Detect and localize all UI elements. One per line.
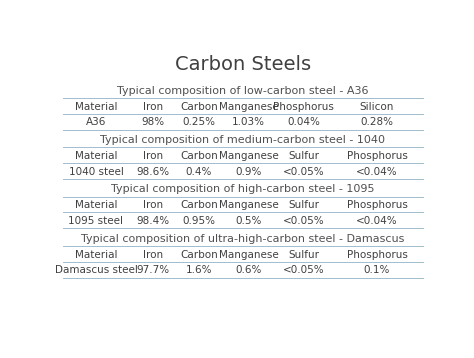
Text: 97.7%: 97.7% [137, 265, 170, 275]
Text: Phosphorus: Phosphorus [273, 102, 334, 112]
Text: 98%: 98% [141, 117, 164, 127]
Text: Carbon Steels: Carbon Steels [175, 55, 311, 74]
Text: Silicon: Silicon [360, 102, 394, 112]
Text: 0.5%: 0.5% [235, 216, 262, 226]
Text: 1095 steel: 1095 steel [68, 216, 124, 226]
Text: 1.03%: 1.03% [232, 117, 265, 127]
Text: 98.6%: 98.6% [137, 167, 170, 177]
Text: <0.05%: <0.05% [283, 167, 324, 177]
Text: 0.04%: 0.04% [287, 117, 320, 127]
Text: 0.9%: 0.9% [235, 167, 262, 177]
Text: Damascus steel: Damascus steel [55, 265, 137, 275]
Text: <0.04%: <0.04% [356, 216, 398, 226]
Text: 0.95%: 0.95% [182, 216, 215, 226]
Text: <0.05%: <0.05% [283, 265, 324, 275]
Text: Phosphorus: Phosphorus [346, 250, 408, 260]
Text: Iron: Iron [143, 200, 163, 210]
Text: Carbon: Carbon [180, 250, 218, 260]
Text: Carbon: Carbon [180, 102, 218, 112]
Text: <0.04%: <0.04% [356, 167, 398, 177]
Text: 0.4%: 0.4% [186, 167, 212, 177]
Text: 0.6%: 0.6% [235, 265, 262, 275]
Text: 1.6%: 1.6% [186, 265, 212, 275]
Text: Typical composition of low-carbon steel - A36: Typical composition of low-carbon steel … [117, 86, 369, 96]
Text: Manganese: Manganese [219, 102, 278, 112]
Text: Typical composition of ultra-high-carbon steel - Damascus: Typical composition of ultra-high-carbon… [81, 233, 405, 243]
Text: Iron: Iron [143, 102, 163, 112]
Text: 1040 steel: 1040 steel [69, 167, 123, 177]
Text: Manganese: Manganese [219, 151, 278, 161]
Text: Phosphorus: Phosphorus [346, 200, 408, 210]
Text: Iron: Iron [143, 250, 163, 260]
Text: 0.28%: 0.28% [361, 117, 393, 127]
Text: Manganese: Manganese [219, 200, 278, 210]
Text: Material: Material [75, 102, 117, 112]
Text: Phosphorus: Phosphorus [346, 151, 408, 161]
Text: 98.4%: 98.4% [137, 216, 170, 226]
Text: Iron: Iron [143, 151, 163, 161]
Text: Typical composition of high-carbon steel - 1095: Typical composition of high-carbon steel… [111, 184, 374, 194]
Text: Material: Material [75, 200, 117, 210]
Text: 0.25%: 0.25% [182, 117, 215, 127]
Text: A36: A36 [86, 117, 106, 127]
Text: Sulfur: Sulfur [288, 200, 319, 210]
Text: <0.05%: <0.05% [283, 216, 324, 226]
Text: Manganese: Manganese [219, 250, 278, 260]
Text: Sulfur: Sulfur [288, 151, 319, 161]
Text: Material: Material [75, 250, 117, 260]
Text: Sulfur: Sulfur [288, 250, 319, 260]
Text: Typical composition of medium-carbon steel - 1040: Typical composition of medium-carbon ste… [100, 135, 385, 145]
Text: Carbon: Carbon [180, 200, 218, 210]
Text: Material: Material [75, 151, 117, 161]
Text: Carbon: Carbon [180, 151, 218, 161]
Text: 0.1%: 0.1% [364, 265, 390, 275]
